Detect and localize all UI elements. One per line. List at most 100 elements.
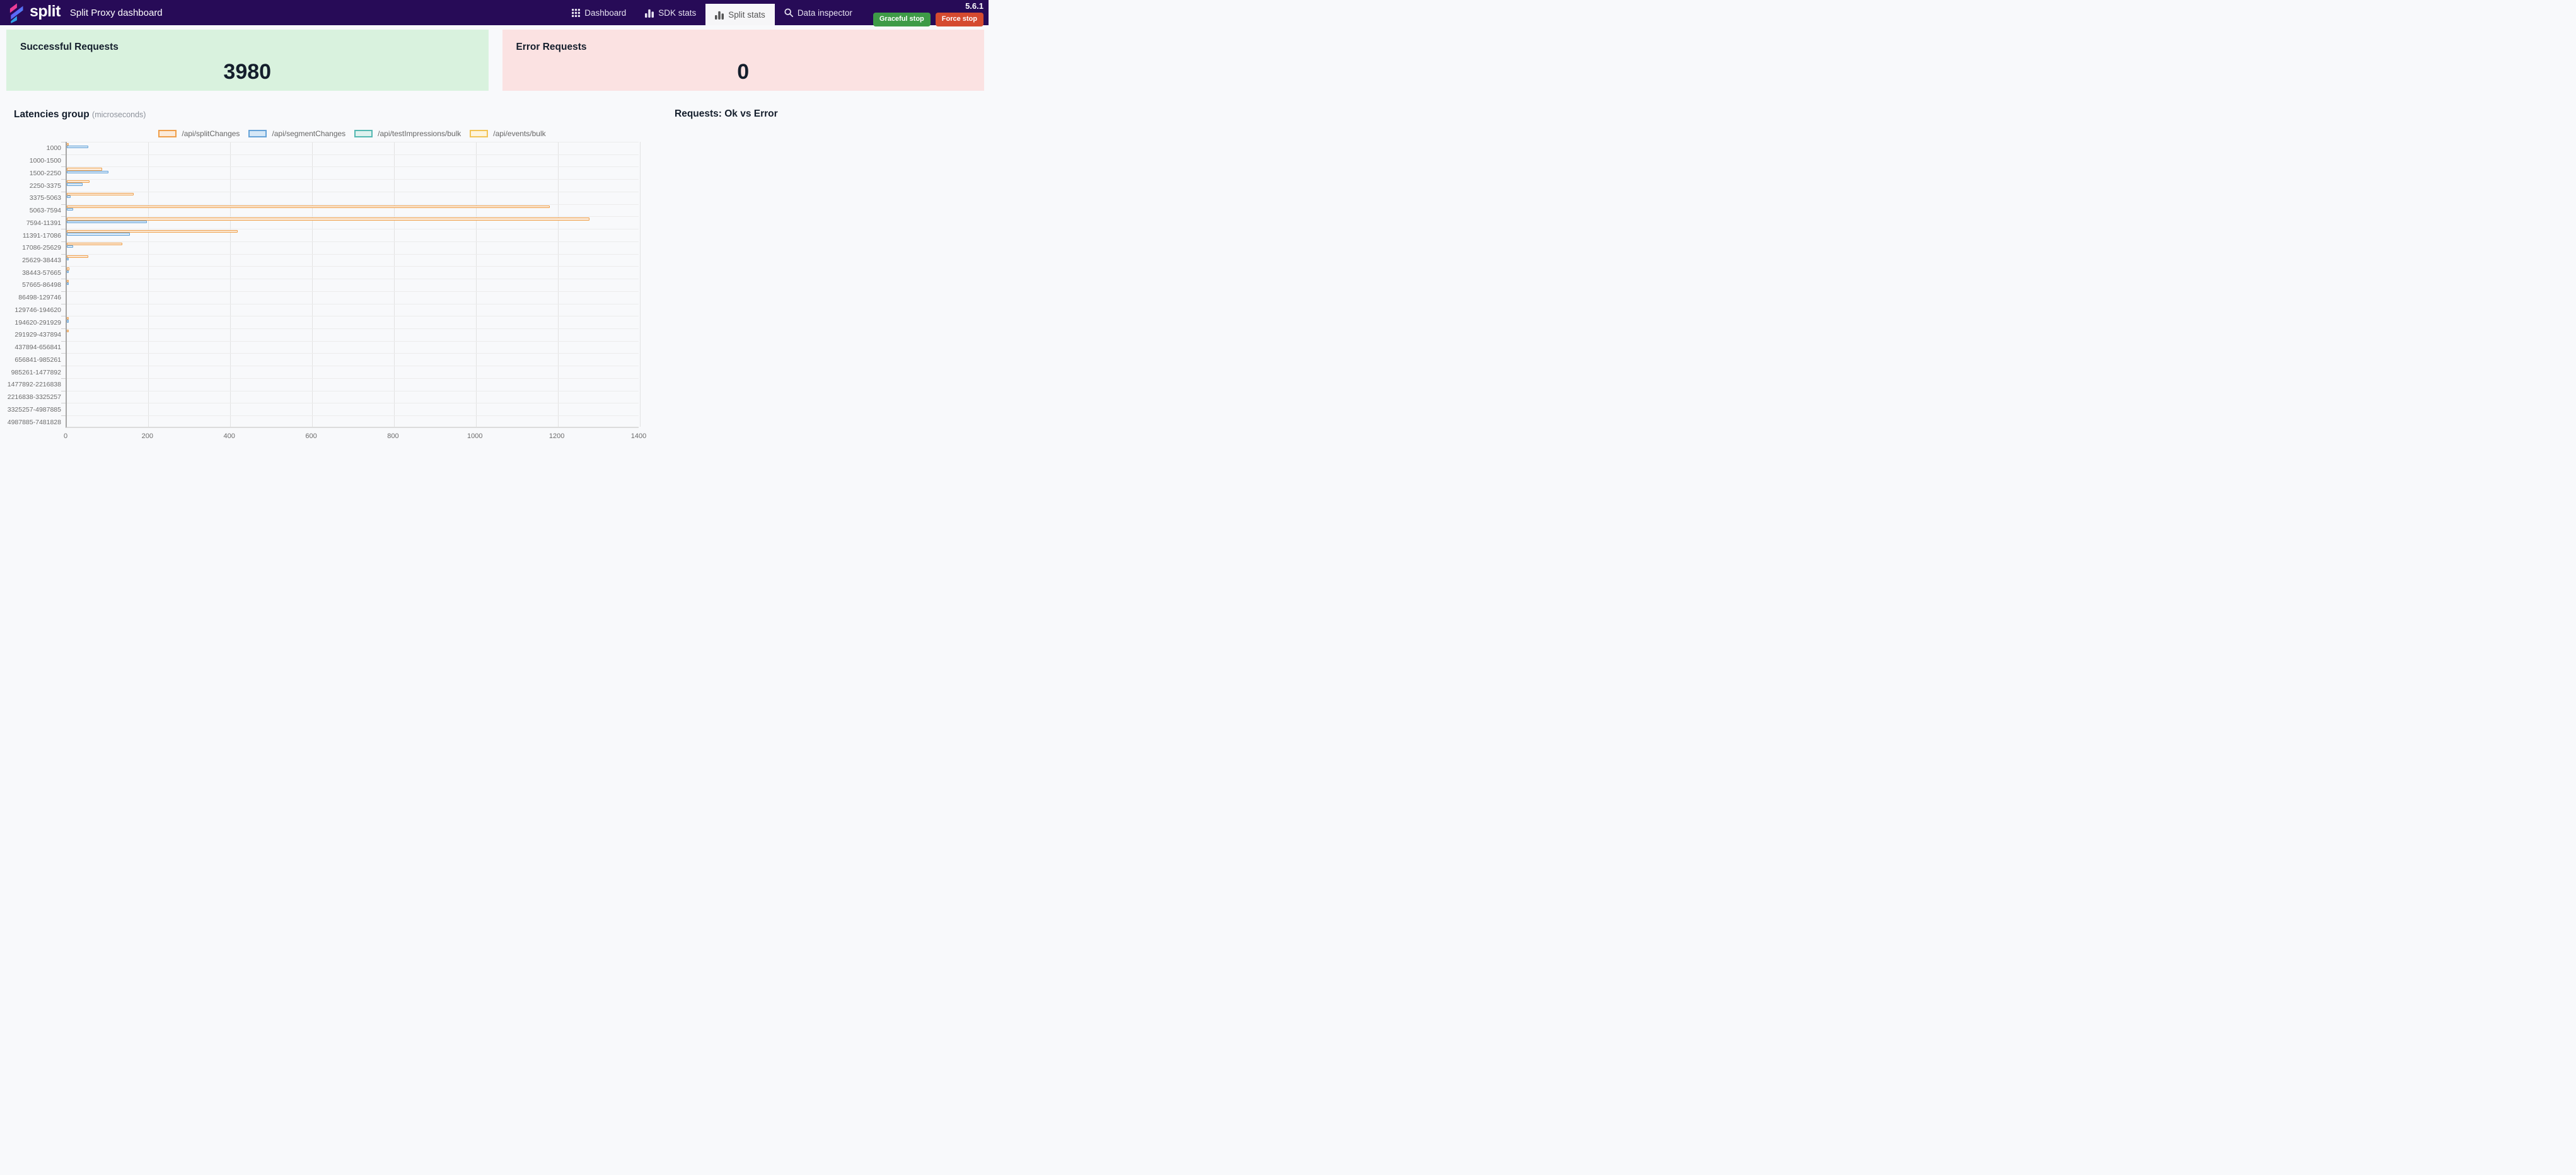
latency-bar: [67, 207, 73, 211]
legend-label: /api/testImpressions/bulk: [378, 129, 461, 138]
search-icon: [784, 8, 793, 17]
tab-sdk-stats[interactable]: SDK stats: [635, 0, 705, 25]
tab-label: Split stats: [728, 9, 765, 20]
y-axis-tick: [61, 353, 66, 354]
latency-bar: [67, 195, 71, 199]
latency-bar: [67, 192, 134, 196]
y-axis-tick: [61, 241, 66, 242]
latency-bar: [67, 205, 550, 208]
force-stop-button[interactable]: Force stop: [935, 13, 983, 26]
y-axis-label: 194620-291929: [15, 318, 61, 327]
legend-swatch: [354, 130, 373, 137]
legend-label: /api/splitChanges: [182, 129, 240, 138]
legend-item[interactable]: /api/events/bulk: [470, 129, 546, 138]
x-axis-labels: 0 200 400 600 800 1000 1200 1400: [64, 428, 646, 442]
page-title: Split Proxy dashboard: [69, 7, 163, 18]
latency-row: 656841-985261: [15, 353, 639, 366]
latency-bar: [67, 270, 69, 273]
legend-swatch: [248, 130, 267, 137]
y-axis-label: 11391-17086: [22, 231, 61, 240]
latency-row: 437894-656841: [15, 340, 639, 354]
x-axis-tick-label: 1400: [630, 432, 647, 440]
latency-row: 2216838-3325257: [8, 390, 639, 403]
bar-chart-icon: [645, 8, 654, 18]
y-axis-label: 17086-25629: [22, 244, 61, 252]
latency-row: 17086-25629: [22, 241, 639, 254]
legend-item[interactable]: /api/segmentChanges: [248, 129, 345, 138]
latency-bar: [67, 233, 130, 236]
main-nav: Dashboard SDK stats Split stats: [562, 0, 862, 25]
error-card-value: 0: [737, 60, 750, 84]
y-axis-label: 437894-656841: [15, 344, 61, 352]
vertical-gridline: [393, 142, 395, 427]
vertical-gridline: [230, 142, 231, 427]
legend-item[interactable]: /api/splitChanges: [158, 129, 240, 138]
latency-bar: [67, 320, 69, 323]
vertical-gridline: [148, 142, 149, 427]
graceful-stop-button[interactable]: Graceful stop: [873, 13, 931, 26]
tab-data-inspector[interactable]: Data inspector: [775, 0, 862, 25]
tab-label: SDK stats: [658, 8, 697, 18]
y-axis-tick: [61, 204, 66, 205]
x-axis-tick-label: 600: [305, 432, 317, 440]
legend-swatch: [470, 130, 489, 137]
latency-bar: [67, 257, 69, 260]
latency-row: 57665-86498: [22, 279, 639, 291]
requests-section: Requests: Ok vs Error: [656, 91, 989, 442]
y-axis-label: 2250-3375: [29, 182, 61, 190]
tab-split-stats[interactable]: Split stats: [705, 4, 775, 25]
latencies-section-subtitle: (microseconds): [92, 110, 146, 119]
error-card-title: Error Requests: [516, 42, 587, 52]
latency-row: 3325257-4987885: [8, 403, 639, 415]
latency-row: 1500-2250: [30, 166, 639, 179]
y-axis-label: 86498-129746: [18, 294, 61, 302]
latency-plot-area: 1000 1000-1500 1500-2250 2250-3375 3375-5063…: [8, 142, 641, 428]
app-header: split Split Proxy dashboard Dashboard SD…: [0, 0, 989, 26]
y-axis-tick: [61, 378, 66, 379]
y-axis-tick: [61, 154, 66, 155]
y-axis-tick: [61, 291, 66, 292]
latency-row: 1000: [47, 142, 639, 154]
success-card-value: 3980: [223, 60, 272, 84]
chart-legend: /api/splitChanges/api/segmentChanges/api…: [66, 129, 639, 138]
legend-item[interactable]: /api/testImpressions/bulk: [354, 129, 461, 138]
tab-dashboard[interactable]: Dashboard: [562, 0, 635, 25]
y-axis-label: 129746-194620: [15, 306, 61, 314]
tab-label: Data inspector: [797, 8, 852, 18]
latency-bar: [67, 282, 69, 286]
latency-bar: [67, 146, 88, 149]
latency-bar: [67, 330, 69, 333]
legend-label: /api/events/bulk: [493, 129, 546, 138]
latency-bar: [67, 220, 147, 223]
y-axis-label: 2216838-3325257: [7, 393, 61, 402]
x-axis-tick-label: 400: [223, 432, 235, 440]
latency-bar: [67, 245, 74, 248]
grid-icon: [572, 8, 581, 17]
success-requests-card: Successful Requests 3980: [6, 30, 489, 91]
y-axis-label: 3375-5063: [29, 194, 61, 202]
latency-row: 25629-38443: [22, 253, 639, 267]
bar-chart-icon: [715, 10, 724, 20]
vertical-gridline: [639, 142, 641, 427]
y-axis-label: 57665-86498: [22, 281, 61, 289]
y-axis-label: 38443-57665: [22, 269, 61, 277]
x-axis-tick-label: 1200: [548, 432, 565, 440]
summary-cards: Successful Requests 3980 Error Requests …: [6, 30, 984, 91]
latency-row: 5063-7594: [30, 204, 639, 217]
y-axis-tick: [61, 266, 66, 267]
y-axis-label: 7594-11391: [26, 219, 61, 227]
y-axis-label: 5063-7594: [29, 207, 61, 215]
y-axis-label: 656841-985261: [15, 356, 61, 364]
split-logo-icon: [7, 3, 25, 23]
y-axis-label: 4987885-7481828: [7, 418, 61, 426]
y-axis-label: 1000-1500: [29, 157, 61, 165]
latency-row: 194620-291929: [15, 316, 639, 328]
y-axis-tick: [61, 253, 66, 255]
brand: split: [7, 3, 61, 23]
y-axis-label: 1477892-2216838: [7, 381, 61, 389]
latency-row: 129746-194620: [15, 303, 639, 316]
vertical-gridline: [475, 142, 477, 427]
x-axis-tick-label: 0: [63, 432, 68, 440]
latency-row: 1477892-2216838: [8, 378, 639, 391]
header-actions: 5.6.1 Graceful stop Force stop: [862, 0, 989, 26]
